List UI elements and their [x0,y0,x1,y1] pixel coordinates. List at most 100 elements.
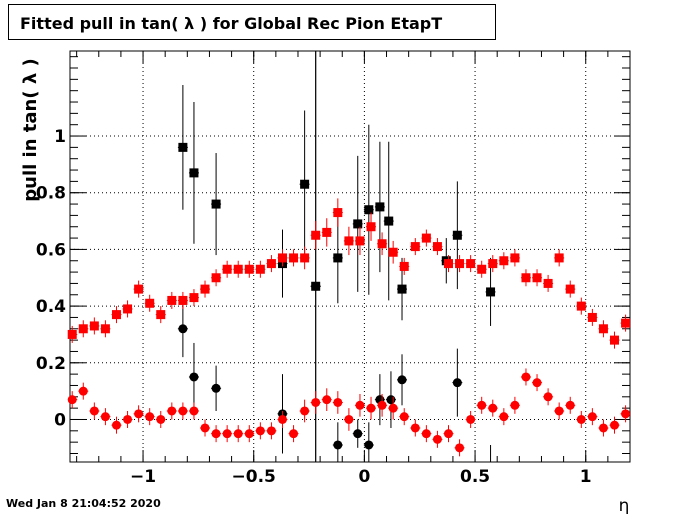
data-point [145,298,155,308]
series-3 [67,368,631,457]
data-point [521,372,531,382]
data-point [266,426,276,436]
data-point [156,310,166,320]
data-point [532,378,542,388]
x-tick-label: 0.5 [460,467,490,487]
data-point [134,284,144,294]
data-point [311,281,321,291]
data-point [543,392,553,402]
data-point [521,273,531,283]
data-point [399,261,409,271]
data-point [100,324,110,334]
data-point [178,324,188,334]
data-point [333,208,343,218]
date-stamp: Wed Jan 8 21:04:52 2020 [6,497,161,510]
data-point [364,440,374,450]
data-point [621,409,631,419]
data-point [610,335,620,345]
data-point [421,233,431,243]
data-point [499,256,509,266]
data-point [388,403,398,413]
data-point [333,440,343,450]
data-point [554,406,564,416]
data-point [587,412,597,422]
data-point [189,372,199,382]
data-point [388,247,398,257]
data-point [289,429,299,439]
data-point [322,227,332,237]
data-point [610,420,620,430]
data-point [377,400,387,410]
data-point [466,259,476,269]
data-point [233,429,243,439]
data-point [344,236,354,246]
data-point [311,397,321,407]
data-point [233,264,243,274]
data-point [598,423,608,433]
data-point [266,259,276,269]
data-point [134,409,144,419]
data-point [244,429,254,439]
data-point [397,375,407,385]
data-point [532,273,542,283]
data-point [111,310,121,320]
data-point [576,414,586,424]
data-point [277,414,287,424]
data-point [432,242,442,252]
data-marks [67,51,631,462]
y-tick-label: 0.8 [36,184,66,204]
data-point [123,304,133,314]
data-point [211,199,221,209]
x-tick-label: 1 [580,467,592,487]
data-point [89,321,99,331]
data-point [375,202,385,212]
data-point [452,230,462,240]
data-point [300,179,310,189]
data-point [189,293,199,303]
data-point [554,253,564,263]
x-axis-label: η [619,496,630,514]
data-point [200,423,210,433]
data-point [384,216,394,226]
data-point [78,386,88,396]
data-point [156,414,166,424]
y-tick-label: 0.2 [36,354,66,374]
y-tick-label: 0 [54,410,66,430]
data-point [355,236,365,246]
data-point [466,414,476,424]
data-point [222,429,232,439]
y-tick-label: 0.4 [36,297,66,317]
data-point [78,324,88,334]
data-point [255,264,265,274]
data-point [178,295,188,305]
data-point [167,406,177,416]
data-point [211,383,221,393]
data-point [366,403,376,413]
data-point [178,142,188,152]
data-point [410,242,420,252]
y-axis-label: pull in tan( λ ) [20,58,41,202]
data-point [200,284,210,294]
data-point [386,395,396,405]
data-point [167,295,177,305]
data-point [111,420,121,430]
axes: −1 −0.5 0 0.5 1 0 0.2 0.4 0.6 0.8 1 [36,51,631,487]
data-point [300,253,310,263]
x-tick-label: −0.5 [232,467,276,487]
data-point [344,414,354,424]
data-point [598,324,608,334]
data-point [211,429,221,439]
data-point [67,329,77,339]
data-point [377,239,387,249]
data-point [189,168,199,178]
data-point [322,395,332,405]
data-point [397,284,407,294]
data-point [477,264,487,274]
chart-title: Fitted pull in tan( λ ) for Global Rec P… [20,14,443,33]
data-point [455,259,465,269]
data-point [353,429,363,439]
data-point [222,264,232,274]
data-point [255,426,265,436]
y-tick-label: 1 [54,127,66,147]
data-point [565,284,575,294]
